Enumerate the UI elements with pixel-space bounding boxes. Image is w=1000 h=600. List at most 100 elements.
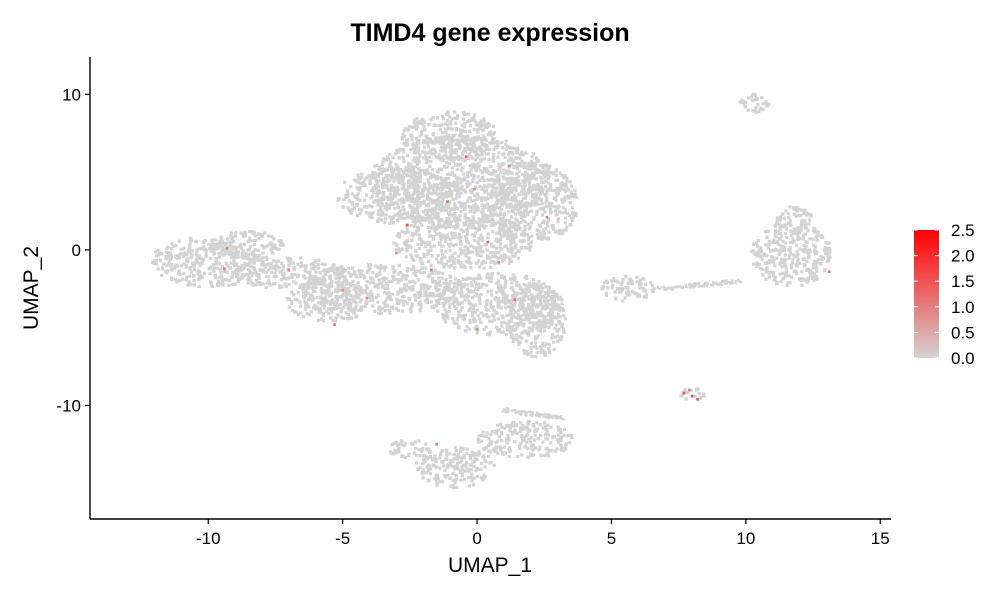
cell-point xyxy=(507,255,511,259)
cell-point xyxy=(329,292,333,296)
cell-point xyxy=(250,260,254,264)
cell-point xyxy=(151,261,155,265)
cell-point xyxy=(461,187,465,192)
cell-point xyxy=(486,184,490,188)
cell-point xyxy=(534,303,538,307)
cell-point xyxy=(496,180,500,184)
cell-point xyxy=(429,263,433,267)
cell-point xyxy=(798,261,802,265)
cell-point xyxy=(788,219,792,223)
cell-point xyxy=(517,342,521,347)
cell-point xyxy=(414,150,418,154)
cell-point xyxy=(434,232,439,236)
cell-point xyxy=(499,223,503,227)
cell-point xyxy=(449,296,453,300)
cell-point xyxy=(271,246,275,251)
cell-point xyxy=(804,248,808,252)
cell-point xyxy=(473,113,477,117)
cell-point xyxy=(393,206,397,210)
cell-point xyxy=(524,209,529,213)
cell-point xyxy=(523,214,527,218)
cell-point xyxy=(474,248,479,252)
cell-point xyxy=(349,185,353,189)
cell-point xyxy=(393,191,397,195)
cell-point xyxy=(478,168,482,172)
cell-point xyxy=(476,193,480,197)
cell-point xyxy=(320,290,324,294)
cell-point xyxy=(489,265,493,269)
cell-point xyxy=(550,321,554,325)
cell-point xyxy=(516,221,521,225)
cell-point xyxy=(484,242,488,246)
cell-point xyxy=(780,259,784,263)
cell-point xyxy=(268,266,273,270)
cell-point xyxy=(376,266,381,270)
cell-point xyxy=(346,195,350,199)
cell-point xyxy=(569,190,573,194)
cell-point xyxy=(420,239,424,243)
cell-point xyxy=(458,214,462,218)
cell-point xyxy=(517,179,521,183)
cell-point xyxy=(530,201,534,205)
cell-point xyxy=(803,278,807,282)
cell-point xyxy=(549,302,554,306)
cell-point xyxy=(529,209,534,213)
cell-point xyxy=(411,219,416,224)
cell-point xyxy=(749,95,754,99)
cell-point xyxy=(321,280,325,284)
cell-point xyxy=(524,291,528,295)
cell-point xyxy=(342,269,346,273)
cell-point xyxy=(407,286,411,290)
cell-point xyxy=(358,198,362,202)
cell-point xyxy=(535,188,539,192)
cell-point xyxy=(496,201,500,205)
cell-point xyxy=(352,309,356,313)
cell-point xyxy=(509,277,513,281)
cell-point xyxy=(550,295,555,299)
cell-point xyxy=(312,297,316,301)
cell-point xyxy=(540,213,544,217)
cell-point xyxy=(395,298,399,302)
cell-point xyxy=(306,285,310,289)
cell-point xyxy=(265,270,269,274)
cell-point xyxy=(247,236,252,240)
cell-point xyxy=(356,180,360,184)
cell-point xyxy=(434,155,438,159)
cell-point xyxy=(428,172,432,176)
cell-point xyxy=(252,256,256,260)
cell-point xyxy=(231,270,235,274)
cell-point xyxy=(530,311,534,315)
cell-point xyxy=(417,185,421,189)
cell-point xyxy=(558,315,563,319)
cell-point xyxy=(394,162,398,166)
cell-point xyxy=(438,167,442,171)
cell-point xyxy=(806,267,810,271)
cell-point xyxy=(774,229,778,233)
cell-point xyxy=(322,297,326,301)
cell-point xyxy=(418,196,422,200)
cell-point xyxy=(233,252,237,256)
cell-point xyxy=(547,294,551,298)
cell-point xyxy=(481,143,485,147)
cell-point xyxy=(477,282,481,286)
cell-point xyxy=(391,221,395,225)
cell-point xyxy=(459,242,463,246)
cell-point xyxy=(740,98,744,102)
cell-point xyxy=(165,257,169,261)
cell-point xyxy=(563,221,567,225)
cell-point xyxy=(507,304,511,308)
cell-point xyxy=(270,235,274,239)
cell-point xyxy=(352,206,356,210)
cell-point xyxy=(510,230,514,234)
cell-point xyxy=(420,129,424,133)
cell-point xyxy=(570,217,574,221)
cell-point xyxy=(789,234,793,238)
cell-point xyxy=(457,187,462,191)
cell-point xyxy=(521,239,525,243)
cell-point xyxy=(775,218,779,222)
cell-point xyxy=(272,237,276,241)
cell-point xyxy=(494,246,499,250)
cell-point xyxy=(513,193,517,198)
cell-point xyxy=(446,206,451,210)
cell-point xyxy=(375,163,379,168)
